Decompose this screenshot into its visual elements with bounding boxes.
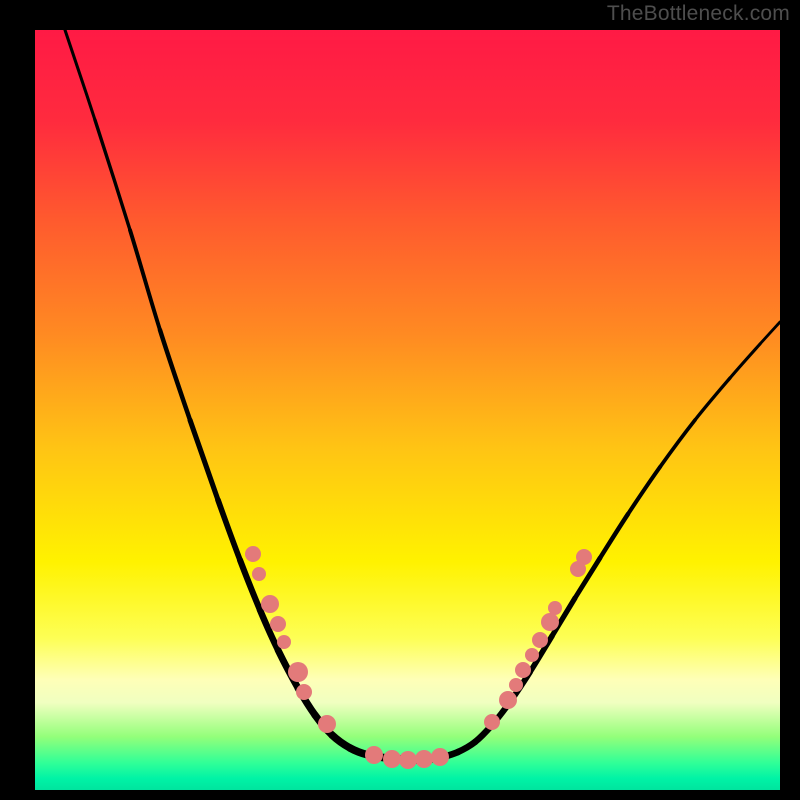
marker-left [318, 715, 336, 733]
marker-right [484, 714, 500, 730]
marker-right [541, 613, 559, 631]
marker-bottom [383, 750, 401, 768]
chart-svg [0, 0, 800, 800]
marker-right [576, 549, 592, 565]
marker-right [499, 691, 517, 709]
marker-left [252, 567, 266, 581]
marker-right [548, 601, 562, 615]
marker-left [288, 662, 308, 682]
marker-bottom [415, 750, 433, 768]
marker-right [509, 678, 523, 692]
chart-container: TheBottleneck.com [0, 0, 800, 800]
marker-right [532, 632, 548, 648]
marker-left [245, 546, 261, 562]
watermark-text: TheBottleneck.com [607, 2, 790, 26]
marker-left [277, 635, 291, 649]
marker-right [515, 662, 531, 678]
plot-background [35, 30, 780, 790]
marker-left [261, 595, 279, 613]
marker-bottom [431, 748, 449, 766]
marker-bottom [365, 746, 383, 764]
marker-right [525, 648, 539, 662]
marker-left [296, 684, 312, 700]
marker-bottom [399, 751, 417, 769]
marker-left [270, 616, 286, 632]
